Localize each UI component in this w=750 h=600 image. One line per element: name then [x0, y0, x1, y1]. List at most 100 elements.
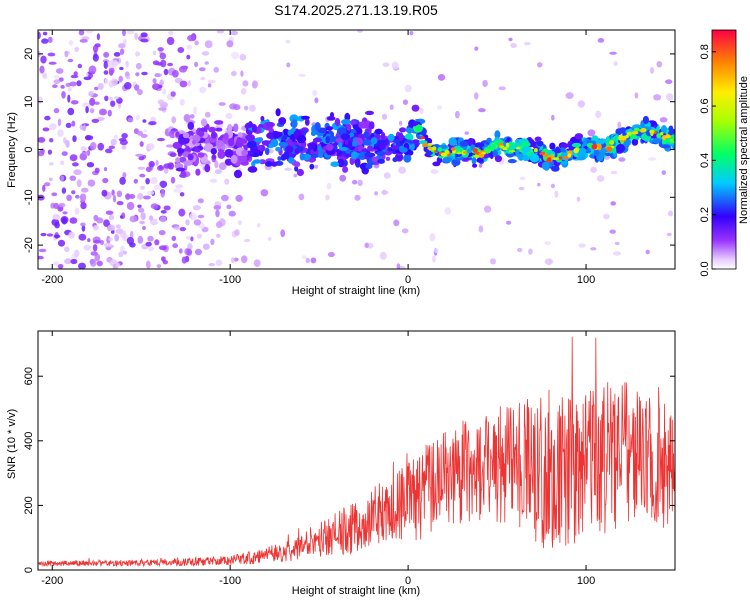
noise-blob	[54, 222, 60, 229]
noise-blob	[404, 84, 412, 93]
signal-blob	[192, 139, 197, 145]
spectrogram-ytick-label: 20	[23, 48, 35, 60]
signal-blob	[377, 139, 387, 144]
noise-blob	[68, 231, 75, 239]
noise-blob	[113, 134, 118, 140]
signal-blob	[346, 123, 352, 131]
signal-blob	[224, 148, 234, 158]
peak-blob	[478, 153, 485, 158]
noise-blob	[649, 66, 655, 74]
noise-blob	[47, 52, 56, 57]
snr-xtick-label: -100	[219, 575, 241, 587]
noise-blob	[327, 251, 335, 258]
noise-blob	[339, 174, 347, 182]
noise-blob	[207, 79, 216, 84]
snr-axes: -200 -100 0 100 0 200 400 600	[23, 331, 675, 587]
noise-blob	[436, 105, 443, 110]
snr-ytick-label: 200	[23, 496, 35, 514]
signal-blob	[522, 155, 529, 162]
signal-blob	[593, 148, 600, 157]
spectrogram-ytick-label: -20	[23, 237, 35, 253]
noise-blob	[613, 61, 618, 67]
signal-blob	[194, 148, 201, 153]
signal-blob	[398, 132, 404, 142]
signal-blob	[304, 118, 310, 126]
noise-blob	[67, 58, 74, 63]
noise-blob	[49, 138, 54, 143]
spectrogram-image	[38, 30, 675, 269]
signal-blob	[187, 153, 194, 161]
signal-blob	[252, 159, 262, 164]
noise-blob	[133, 178, 138, 184]
peak-blob	[660, 131, 664, 136]
noise-blob	[145, 241, 152, 247]
signal-blob	[355, 162, 361, 168]
signal-blob	[455, 145, 461, 150]
signal-blob	[299, 152, 305, 161]
signal-blob	[283, 128, 288, 136]
noise-blob	[53, 234, 61, 239]
signal-blob	[261, 140, 272, 146]
signal-blob	[204, 164, 211, 173]
noise-blob	[175, 184, 184, 189]
noise-blob	[83, 76, 92, 81]
noise-blob	[199, 86, 207, 94]
noise-blob	[172, 243, 179, 249]
noise-blob	[139, 141, 144, 147]
signal-blob	[195, 168, 201, 176]
noise-blob	[65, 122, 72, 128]
signal-blob	[367, 145, 373, 152]
noise-blob	[40, 55, 47, 64]
signal-blob	[228, 138, 235, 147]
noise-blob	[159, 180, 168, 188]
signal-blob	[615, 143, 626, 153]
noise-blob	[524, 42, 531, 46]
noise-blob	[396, 263, 401, 269]
noise-blob	[154, 239, 160, 246]
signal-blob	[451, 158, 461, 166]
noise-blob	[231, 51, 240, 60]
noise-blob	[157, 137, 165, 142]
noise-blob	[137, 235, 144, 244]
noise-blob	[96, 33, 100, 41]
signal-blob	[442, 156, 452, 163]
noise-blob	[160, 189, 165, 198]
signal-blob	[271, 161, 278, 167]
noise-blob	[161, 256, 166, 262]
signal-blob	[342, 166, 349, 173]
signal-blob	[338, 146, 348, 151]
noise-blob	[159, 216, 167, 223]
signal-blob	[247, 166, 258, 173]
noise-blob	[237, 220, 242, 226]
noise-blob	[128, 194, 136, 199]
signal-blob	[275, 146, 281, 152]
noise-blob	[179, 227, 186, 232]
signal-blob	[296, 168, 304, 177]
signal-blob	[471, 157, 477, 165]
snr-ytick-label: 400	[23, 432, 35, 450]
noise-blob	[314, 97, 319, 104]
noise-blob	[379, 251, 387, 260]
noise-blob	[61, 151, 68, 157]
noise-blob	[86, 30, 94, 34]
noise-blob	[226, 40, 234, 48]
signal-blob	[380, 132, 386, 141]
noise-blob	[94, 86, 99, 91]
noise-blob	[140, 38, 149, 43]
signal-blob	[250, 152, 260, 158]
noise-blob	[231, 70, 237, 77]
noise-blob	[152, 60, 160, 66]
noise-blob	[38, 137, 46, 143]
noise-blob	[127, 117, 134, 123]
noise-blob	[216, 221, 223, 229]
signal-blob	[341, 119, 351, 125]
noise-blob	[138, 156, 145, 161]
noise-blob	[158, 245, 167, 251]
signal-blob	[660, 144, 671, 149]
noise-blob	[357, 179, 363, 186]
signal-blob	[571, 142, 582, 148]
signal-blob	[260, 115, 265, 122]
noise-blob	[57, 118, 62, 127]
noise-blob	[253, 259, 261, 268]
noise-blob	[89, 142, 97, 151]
